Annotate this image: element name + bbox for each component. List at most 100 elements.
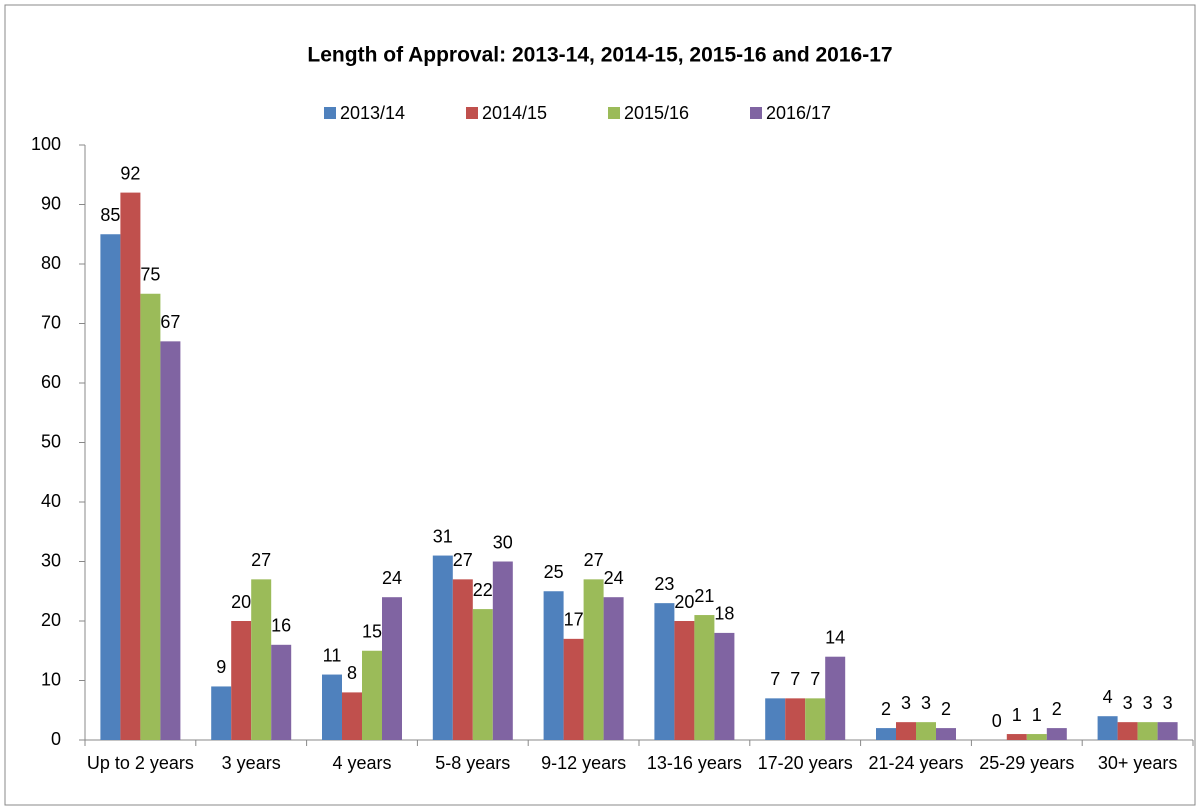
y-tick-label: 20 [41,610,61,630]
data-label: 1 [1032,705,1042,725]
bar [211,686,232,740]
y-tick-label: 0 [51,729,61,749]
data-label: 20 [231,592,251,612]
data-label: 30 [493,532,513,552]
bar [876,728,896,740]
legend-swatch [466,107,478,119]
bar [432,555,453,740]
data-label: 3 [901,693,911,713]
x-tick-label: 4 years [332,753,391,773]
bar [1157,722,1178,740]
data-label: 24 [604,568,624,588]
legend-label: 2014/15 [482,103,547,123]
bar [1046,728,1067,740]
data-label: 14 [825,627,845,647]
bar [492,561,513,740]
y-tick-label: 60 [41,372,61,392]
bar [231,621,252,740]
bar [583,579,604,740]
data-label: 2 [881,699,891,719]
data-label: 21 [694,586,714,606]
x-tick-label: 17-20 years [758,753,853,773]
data-label: 18 [714,604,734,624]
x-tick-label: 3 years [222,753,281,773]
data-label: 17 [564,610,584,630]
y-tick-label: 80 [41,253,61,273]
data-label: 16 [271,616,291,636]
chart-title: Length of Approval: 2013-14, 2014-15, 20… [307,44,892,67]
bar [120,192,141,741]
bar [785,698,806,740]
data-label: 3 [1123,693,1133,713]
data-label: 2 [941,699,951,719]
data-label: 0 [992,711,1002,731]
bar [1006,734,1027,740]
data-label: 25 [544,562,564,582]
bar [543,591,564,740]
data-label: 67 [160,312,180,332]
bar [805,698,826,740]
y-tick-label: 40 [41,491,61,511]
bar [603,597,624,740]
bar [342,692,362,740]
data-label: 8 [347,663,357,683]
bar [382,597,402,740]
data-label: 2 [1052,699,1062,719]
bar [563,638,584,740]
y-tick-label: 50 [41,431,61,451]
data-label: 15 [362,622,382,642]
bar [765,698,786,740]
bar [100,234,121,740]
data-label: 92 [120,163,140,183]
bar [936,728,956,740]
legend-label: 2015/16 [624,103,689,123]
y-tick-label: 90 [41,193,61,213]
data-label: 22 [473,580,493,600]
legend-label: 2016/17 [766,103,831,123]
data-label: 4 [1103,687,1113,707]
y-tick-label: 10 [41,669,61,689]
bar [452,579,473,740]
y-tick-label: 30 [41,550,61,570]
bar [160,341,181,740]
bar [362,650,382,740]
legend-swatch [324,107,336,119]
bar [322,674,342,740]
bar [271,644,292,740]
bar [694,615,715,740]
data-label: 3 [1143,693,1153,713]
bar [140,293,161,740]
data-label: 24 [382,568,402,588]
x-tick-label: Up to 2 years [87,753,194,773]
data-label: 27 [584,550,604,570]
bar [1026,734,1047,740]
x-tick-label: 13-16 years [647,753,742,773]
data-label: 3 [1163,693,1173,713]
bar [674,621,695,740]
legend-swatch [750,107,762,119]
data-label: 7 [770,669,780,689]
bar [251,579,272,740]
bar [1137,722,1158,740]
x-tick-label: 21-24 years [868,753,963,773]
data-label: 11 [323,645,342,665]
data-label: 75 [140,265,160,285]
x-tick-label: 25-29 years [979,753,1074,773]
legend-label: 2013/14 [340,103,405,123]
bar [714,632,735,740]
data-label: 31 [433,526,453,546]
bar [896,722,916,740]
data-label: 23 [654,574,674,594]
y-tick-label: 70 [41,312,61,332]
x-tick-label: 30+ years [1098,753,1178,773]
bar [1117,722,1138,740]
bar [654,603,675,740]
legend-swatch [608,107,620,119]
data-label: 27 [453,550,473,570]
data-label: 27 [251,550,271,570]
data-label: 7 [810,669,820,689]
bar [1097,716,1118,740]
x-tick-label: 5-8 years [435,753,510,773]
bar [825,656,846,740]
